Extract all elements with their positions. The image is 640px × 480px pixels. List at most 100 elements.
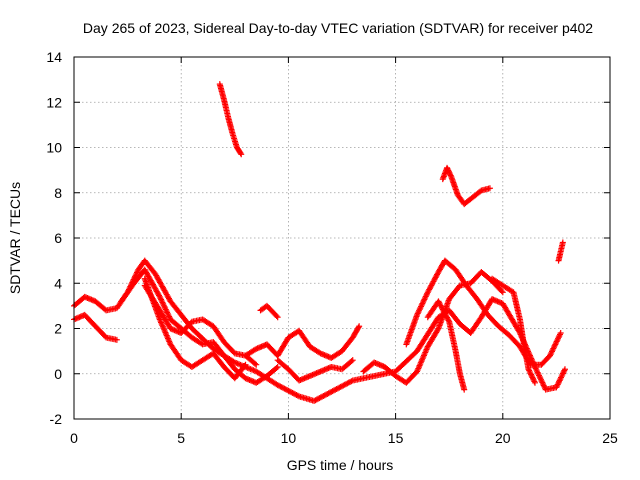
data-point xyxy=(274,314,281,321)
data-point xyxy=(559,239,566,246)
data-point xyxy=(560,369,567,376)
y-tick-labels: -2 0 2 4 6 8 10 12 14 xyxy=(46,49,62,427)
y-tick-label: 10 xyxy=(46,140,62,156)
data-point xyxy=(526,368,533,375)
series-track-a xyxy=(71,311,120,343)
data-point xyxy=(554,382,561,389)
data-point xyxy=(273,364,280,371)
series-track-c xyxy=(118,266,281,386)
x-tick-label: 15 xyxy=(388,430,404,446)
data-point xyxy=(238,151,245,158)
data-point xyxy=(486,185,493,192)
data-point xyxy=(241,362,248,369)
data-point xyxy=(348,378,355,385)
data-point xyxy=(531,379,538,386)
data-point xyxy=(312,397,319,404)
x-tick-label: 10 xyxy=(281,430,297,446)
y-tick-label: -2 xyxy=(50,411,63,427)
data-point xyxy=(499,289,506,296)
data-point xyxy=(557,375,564,382)
y-tick-label: 4 xyxy=(54,275,62,291)
data-point xyxy=(530,375,537,382)
data-point xyxy=(561,366,568,373)
data-point xyxy=(320,393,327,400)
data-point xyxy=(558,374,565,381)
data-point xyxy=(237,150,244,157)
data-point xyxy=(252,360,259,367)
x-tick-labels: 0 5 10 15 20 25 xyxy=(70,430,618,446)
data-point xyxy=(321,392,328,399)
data-point xyxy=(317,394,324,401)
y-tick-label: 0 xyxy=(54,366,62,382)
data-point xyxy=(315,395,322,402)
data-point xyxy=(113,336,120,343)
data-point xyxy=(355,324,362,331)
data-point xyxy=(319,393,326,400)
series-track-o xyxy=(555,239,566,264)
data-point xyxy=(242,361,249,368)
y-tick-label: 8 xyxy=(54,185,62,201)
series-track-f xyxy=(216,81,245,158)
data-point xyxy=(294,392,301,399)
data-point xyxy=(527,370,534,377)
data-point xyxy=(311,397,318,404)
data-point xyxy=(356,323,363,330)
data-point xyxy=(556,377,563,384)
y-axis-label: SDTVAR / TECUs xyxy=(7,182,23,294)
series-track-j xyxy=(360,268,506,386)
data-point xyxy=(325,390,332,397)
data-point xyxy=(559,371,566,378)
data-point xyxy=(531,378,538,385)
data-point xyxy=(447,172,454,179)
data-point xyxy=(559,370,566,377)
data-point xyxy=(316,395,323,402)
y-tick-label: 12 xyxy=(46,94,62,110)
series-track-e xyxy=(141,282,260,368)
data-point xyxy=(528,371,535,378)
data-point xyxy=(349,357,356,364)
data-point xyxy=(557,330,564,337)
data-point xyxy=(526,367,533,374)
data-point xyxy=(561,367,568,374)
axis-ticks xyxy=(73,56,611,420)
data-point xyxy=(323,391,330,398)
series-track-n xyxy=(439,164,493,208)
data-points xyxy=(71,81,568,404)
data-point xyxy=(313,396,320,403)
data-point xyxy=(558,373,565,380)
data-point xyxy=(274,363,281,370)
data-point xyxy=(273,313,280,320)
series-track-i xyxy=(274,357,356,384)
data-point xyxy=(498,288,505,295)
data-point xyxy=(324,390,331,397)
data-point xyxy=(556,378,563,385)
data-point xyxy=(348,358,355,365)
series-track-m xyxy=(489,275,538,386)
y-tick-label: 14 xyxy=(46,49,62,65)
data-point xyxy=(434,326,441,333)
y-tick-label: 2 xyxy=(54,321,62,337)
x-tick-label: 20 xyxy=(495,430,511,446)
series-track-g xyxy=(257,302,281,321)
data-point xyxy=(525,366,532,373)
series-track-l xyxy=(424,298,468,393)
data-point xyxy=(445,317,452,324)
chart-title: Day 265 of 2023, Sidereal Day-to-day VTE… xyxy=(83,20,593,36)
series-track-k xyxy=(403,257,564,368)
series-track-h xyxy=(242,323,363,361)
data-point xyxy=(477,188,484,195)
x-axis-label: GPS time / hours xyxy=(287,457,394,473)
data-point xyxy=(555,380,562,387)
x-tick-label: 5 xyxy=(177,430,185,446)
data-point xyxy=(253,361,260,368)
x-tick-label: 25 xyxy=(602,430,618,446)
data-point xyxy=(529,374,536,381)
y-tick-label: 6 xyxy=(54,230,62,246)
data-point xyxy=(553,384,560,391)
x-tick-label: 0 xyxy=(70,430,78,446)
data-point xyxy=(461,386,468,393)
data-point xyxy=(528,373,535,380)
data-point xyxy=(530,377,537,384)
data-point xyxy=(554,381,561,388)
